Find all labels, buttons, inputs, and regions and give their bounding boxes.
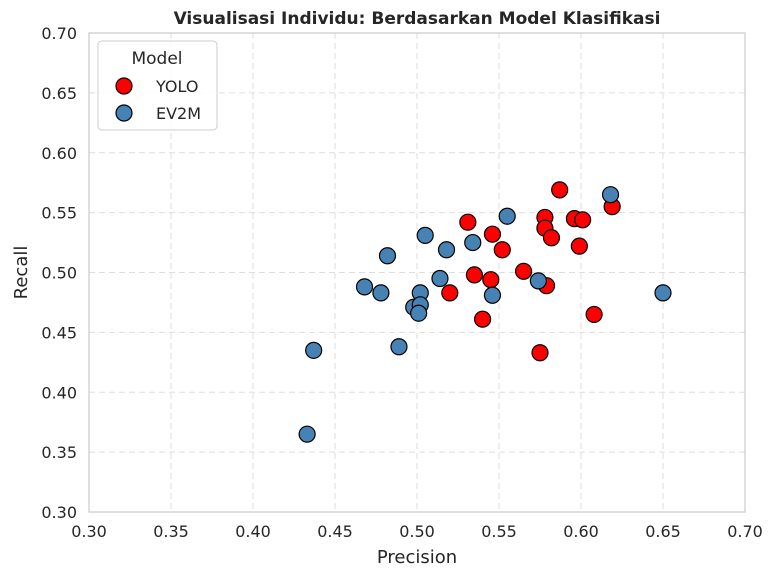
series-ev2m: [298, 186, 672, 443]
point-yolo: [585, 305, 603, 324]
x-tick-label: 0.70: [727, 522, 763, 541]
point-ev2m: [437, 241, 456, 259]
y-axis-label: Recall: [11, 246, 32, 300]
point-ev2m: [498, 207, 516, 225]
point-yolo: [531, 344, 549, 362]
x-tick-label: 0.65: [645, 522, 681, 541]
point-ev2m: [483, 286, 502, 304]
point-ev2m: [654, 284, 672, 302]
y-tick-label: 0.30: [41, 503, 77, 522]
point-yolo: [482, 271, 500, 289]
legend-label-ev2m: EV2M: [156, 104, 201, 123]
legend-title: Model: [131, 49, 182, 69]
point-ev2m: [431, 269, 449, 288]
point-ev2m: [372, 284, 390, 302]
point-yolo: [474, 310, 492, 328]
point-yolo: [574, 211, 592, 229]
chart-title: Visualisasi Individu: Berdasarkan Model …: [174, 9, 661, 29]
x-tick-label: 0.45: [317, 522, 353, 541]
y-tick-label: 0.45: [41, 323, 77, 342]
point-yolo: [459, 213, 477, 231]
point-ev2m: [355, 278, 374, 296]
y-tick-label: 0.55: [41, 204, 77, 223]
point-yolo: [514, 262, 533, 280]
x-tick-label: 0.35: [153, 522, 189, 541]
y-tick-label: 0.50: [41, 264, 77, 283]
y-tick-label: 0.65: [41, 84, 77, 103]
y-axis-ticks: 0.30 0.35 0.40 0.45 0.50 0.55 0.60 0.65 0.70: [41, 24, 77, 522]
x-tick-label: 0.55: [481, 522, 517, 541]
point-yolo: [570, 237, 588, 255]
point-ev2m: [298, 425, 316, 443]
point-ev2m: [305, 341, 323, 359]
y-tick-label: 0.40: [41, 383, 77, 402]
point-yolo: [441, 284, 459, 302]
point-ev2m: [464, 233, 482, 252]
x-axis-ticks: 0.30 0.35 0.40 0.45 0.50 0.55 0.60 0.65 0.70: [71, 522, 763, 541]
x-tick-label: 0.40: [235, 522, 271, 541]
point-yolo: [542, 229, 561, 247]
point-ev2m: [378, 247, 397, 265]
point-yolo: [551, 181, 569, 199]
point-yolo: [483, 225, 502, 243]
point-yolo: [465, 266, 483, 284]
y-tick-label: 0.70: [41, 24, 77, 43]
point-ev2m: [390, 338, 408, 356]
point-ev2m: [529, 272, 547, 290]
plot-frame: [88, 32, 746, 513]
series-yolo: [441, 181, 621, 362]
x-axis-label: Precision: [377, 547, 457, 568]
point-yolo: [493, 241, 511, 259]
legend-marker-yolo: [115, 77, 133, 95]
data-points: [298, 181, 672, 443]
point-ev2m: [410, 304, 428, 322]
legend: Model YOLO EV2M: [97, 40, 218, 131]
x-tick-label: 0.60: [563, 522, 599, 541]
legend-marker-ev2m: [115, 104, 133, 122]
legend-label-yolo: YOLO: [155, 77, 198, 96]
x-tick-label: 0.50: [399, 522, 435, 541]
y-tick-label: 0.60: [41, 144, 77, 163]
point-ev2m: [601, 186, 620, 204]
y-tick-label: 0.35: [41, 443, 77, 462]
point-ev2m: [416, 226, 434, 244]
x-tick-label: 0.30: [71, 522, 107, 541]
